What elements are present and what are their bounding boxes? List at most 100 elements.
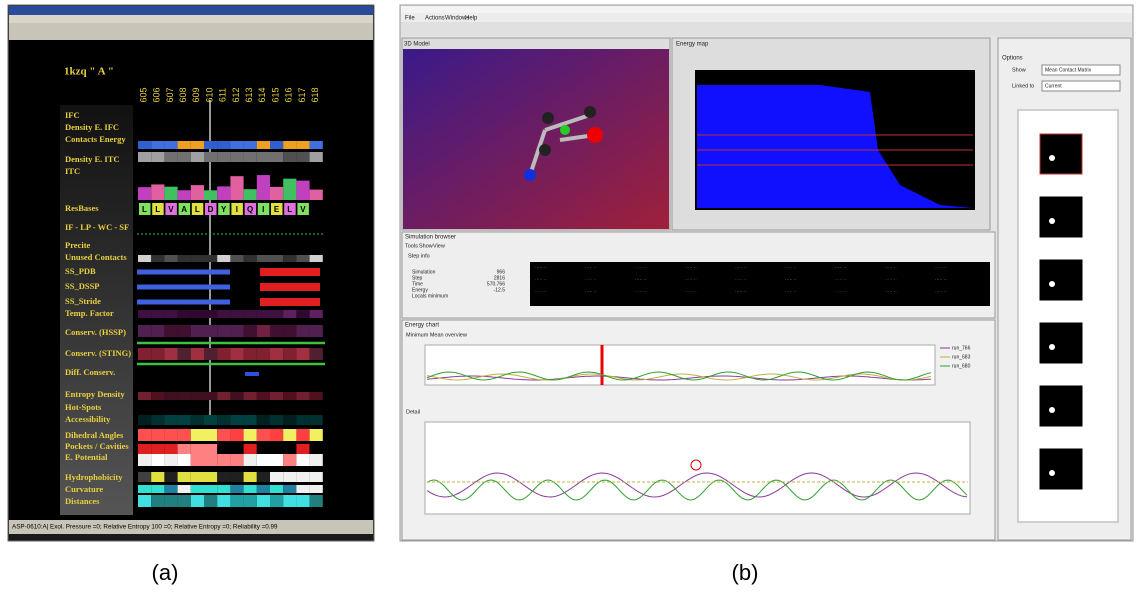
heat-cell xyxy=(164,392,177,400)
column-label: 617 xyxy=(297,87,307,102)
heat-cell xyxy=(270,472,283,482)
residue-letter: L xyxy=(155,205,160,214)
column-label: 618 xyxy=(310,87,320,102)
residue-letter: I xyxy=(236,205,238,214)
column-label: 609 xyxy=(191,87,201,102)
heat-cell xyxy=(138,415,151,425)
heat-cell xyxy=(151,310,164,318)
residue-letter: A xyxy=(181,205,187,214)
row-label: Density E. ITC xyxy=(65,154,120,164)
heat-bar xyxy=(178,190,191,200)
grid-cell: ····· ·· xyxy=(635,289,647,294)
heat-cell xyxy=(191,485,204,493)
grid-cell: ····· ·· xyxy=(535,277,547,282)
heat-cell xyxy=(191,255,204,262)
column-label: 614 xyxy=(257,87,267,102)
heat-cell xyxy=(151,348,164,360)
heat-cell xyxy=(164,444,177,454)
heat-cell xyxy=(230,255,243,262)
model-view xyxy=(403,49,669,229)
heat-cell xyxy=(230,152,243,162)
heat-cell xyxy=(204,152,217,162)
row-label: Dihedral Angles xyxy=(65,430,124,440)
heat-cell xyxy=(283,485,296,493)
row-label: Density E. IFC xyxy=(65,122,119,132)
menu-bar xyxy=(401,13,1132,22)
heat-cell xyxy=(270,152,283,162)
heat-cell xyxy=(257,348,270,360)
heat-cell xyxy=(270,485,283,493)
thumbnail xyxy=(1040,449,1082,489)
grid-cell: ····· ·· xyxy=(685,265,697,270)
row-label: Entropy Density xyxy=(65,389,125,399)
ss-helix xyxy=(260,298,320,306)
heat-cell xyxy=(204,141,217,149)
legend-label: run_680 xyxy=(952,363,971,369)
heat-cell xyxy=(283,495,296,507)
heat-cell xyxy=(244,325,257,337)
heat-cell xyxy=(191,152,204,162)
dropdown-value: Current xyxy=(1045,83,1062,89)
heat-cell xyxy=(257,495,270,507)
row-label: Distances xyxy=(65,496,100,506)
row-label: IFC xyxy=(65,110,80,120)
menu-item: Show xyxy=(419,243,433,249)
heat-cell xyxy=(138,429,151,441)
row-label: Temp. Factor xyxy=(65,308,114,318)
heat-cell xyxy=(244,310,257,318)
heat-cell xyxy=(283,255,296,262)
heat-cell xyxy=(230,310,243,318)
heat-cell xyxy=(296,429,309,441)
legend-label: run_766 xyxy=(952,345,971,351)
heat-cell xyxy=(270,392,283,400)
heat-cell xyxy=(270,444,283,454)
heat-cell xyxy=(230,348,243,360)
heat-cell xyxy=(296,472,309,482)
heat-cell xyxy=(138,141,151,149)
heat-cell xyxy=(151,495,164,507)
heat-cell xyxy=(217,454,230,466)
grid-cell: ····· ·· xyxy=(785,265,797,270)
status-text: ASP-0610:A| Exol. Pressure =0; Relative … xyxy=(12,524,278,531)
heat-cell xyxy=(283,348,296,360)
heat-cell xyxy=(217,348,230,360)
panel-title: Energy map xyxy=(676,42,709,48)
heat-bar xyxy=(244,189,257,200)
row-label: Diff. Conserv. xyxy=(65,367,115,377)
residue-letter: I xyxy=(262,205,264,214)
grid-cell: ····· ·· xyxy=(535,289,547,294)
column-label: 610 xyxy=(204,87,214,102)
row-label: Conserv. (HSSP) xyxy=(65,327,126,337)
heat-cell xyxy=(151,392,164,400)
menu-bar xyxy=(9,15,373,23)
heat-cell xyxy=(283,454,296,466)
heat-cell xyxy=(151,485,164,493)
heat-bar xyxy=(204,190,217,200)
heat-cell xyxy=(138,348,151,360)
heat-cell xyxy=(283,392,296,400)
caption: (a) xyxy=(152,560,179,585)
heat-cell xyxy=(191,454,204,466)
grid-cell: ····· ·· xyxy=(835,289,847,294)
heat-cell xyxy=(310,141,323,149)
chart-title: Detail xyxy=(406,409,420,415)
heat-cell xyxy=(310,415,323,425)
heat-cell xyxy=(204,348,217,360)
grid-cell: ····· ·· xyxy=(735,265,747,270)
grid-cell: ····· ·· xyxy=(585,265,597,270)
grid-cell: ····· ·· xyxy=(935,289,947,294)
thumbnail-dots xyxy=(1049,470,1055,476)
heat-cell xyxy=(138,472,151,482)
heat-cell xyxy=(257,429,270,441)
heat-cell xyxy=(230,415,243,425)
heat-cell xyxy=(296,454,309,466)
heat-cell xyxy=(217,429,230,441)
row-label: Hot-Spots xyxy=(65,402,102,412)
heat-cell xyxy=(257,255,270,262)
heat-cell xyxy=(151,255,164,262)
heat-cell xyxy=(283,310,296,318)
heat-cell xyxy=(310,392,323,400)
heat-cell xyxy=(204,472,217,482)
heat-cell xyxy=(270,495,283,507)
thumbnail xyxy=(1040,260,1082,300)
